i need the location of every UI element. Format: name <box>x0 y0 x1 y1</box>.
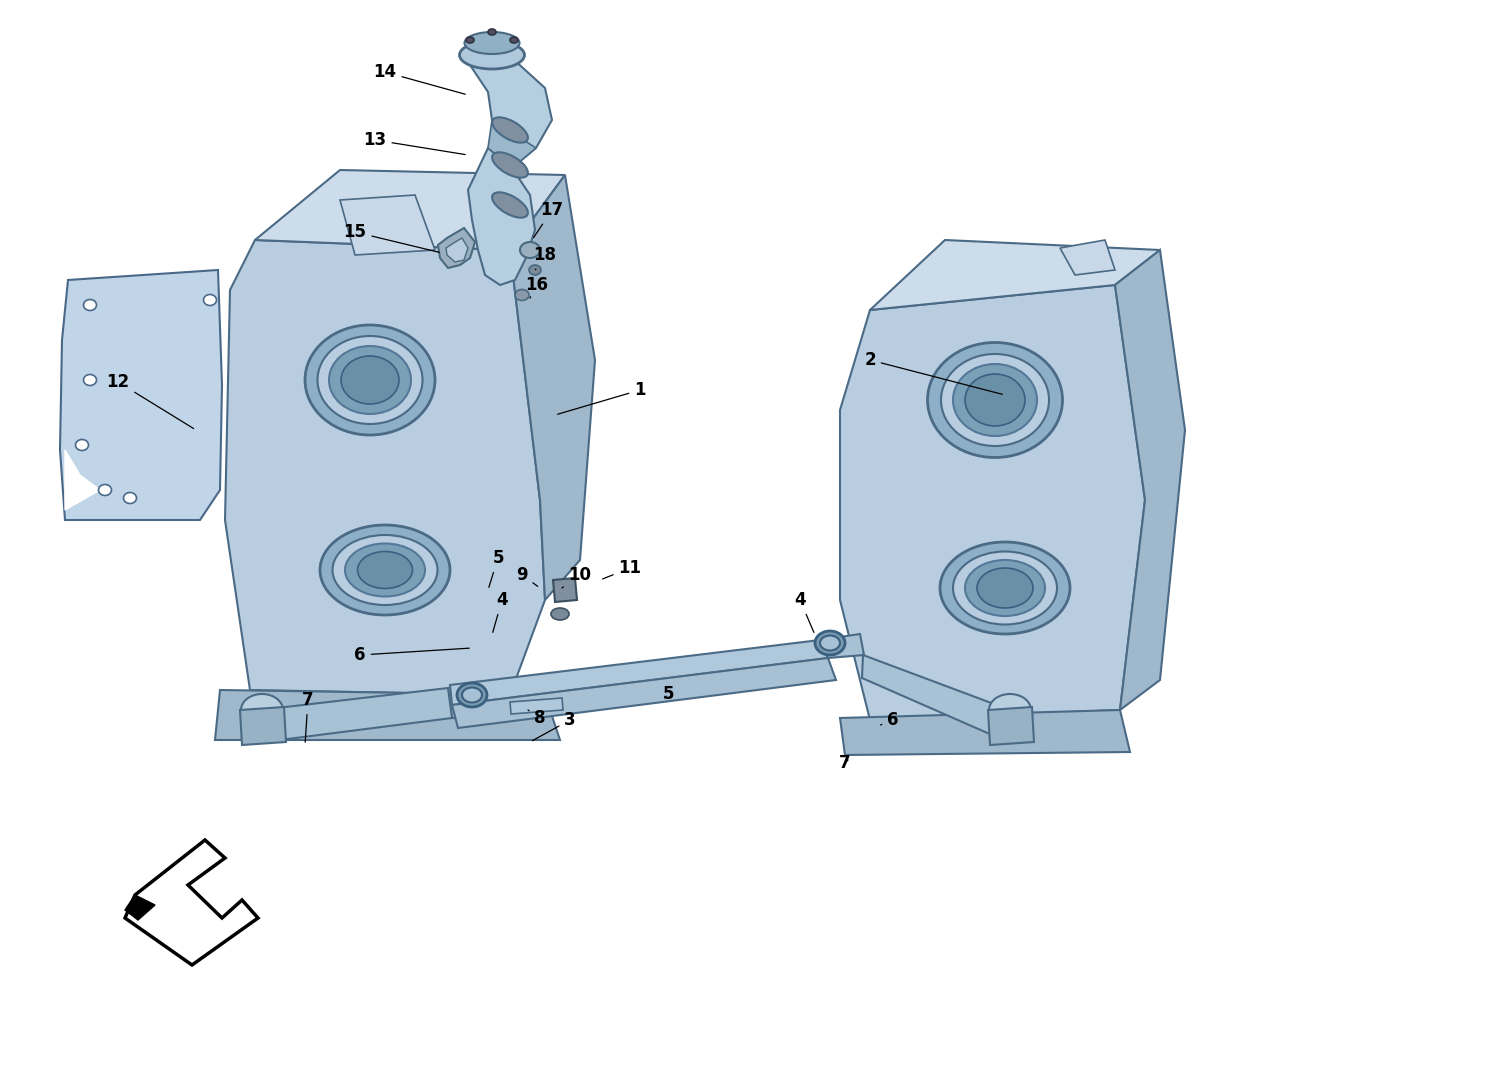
Polygon shape <box>988 707 1033 745</box>
Polygon shape <box>862 654 1010 742</box>
Ellipse shape <box>488 29 496 35</box>
Ellipse shape <box>304 325 435 435</box>
Text: 2: 2 <box>864 351 1002 394</box>
Polygon shape <box>438 228 476 268</box>
Ellipse shape <box>821 636 840 650</box>
Text: 6: 6 <box>880 711 898 729</box>
Ellipse shape <box>345 543 424 597</box>
Ellipse shape <box>514 290 529 301</box>
Ellipse shape <box>328 346 411 414</box>
Polygon shape <box>510 698 562 714</box>
Polygon shape <box>446 238 468 262</box>
Ellipse shape <box>204 294 216 306</box>
Polygon shape <box>64 450 101 510</box>
Ellipse shape <box>462 687 482 702</box>
Ellipse shape <box>815 631 844 654</box>
Text: 1: 1 <box>558 381 645 414</box>
Text: 7: 7 <box>302 692 313 743</box>
Polygon shape <box>448 688 509 720</box>
Text: 5: 5 <box>663 685 674 703</box>
Ellipse shape <box>466 37 474 42</box>
Polygon shape <box>510 175 596 600</box>
Polygon shape <box>840 710 1130 755</box>
Polygon shape <box>60 270 222 521</box>
Text: 5: 5 <box>489 549 504 587</box>
Ellipse shape <box>84 299 96 310</box>
Polygon shape <box>260 688 452 742</box>
Polygon shape <box>1060 240 1114 276</box>
Polygon shape <box>214 690 560 741</box>
Ellipse shape <box>520 242 540 258</box>
Ellipse shape <box>988 694 1030 726</box>
Ellipse shape <box>123 492 136 503</box>
Text: 7: 7 <box>839 754 850 772</box>
Polygon shape <box>468 58 552 168</box>
Ellipse shape <box>75 440 88 451</box>
Polygon shape <box>821 634 864 658</box>
Polygon shape <box>124 895 154 920</box>
Ellipse shape <box>340 356 399 404</box>
Polygon shape <box>450 640 828 705</box>
Ellipse shape <box>318 337 423 424</box>
Polygon shape <box>840 285 1144 720</box>
Text: 17: 17 <box>534 201 564 237</box>
Text: 13: 13 <box>363 131 465 155</box>
Polygon shape <box>225 240 544 695</box>
Polygon shape <box>554 578 578 602</box>
Text: 3: 3 <box>532 711 576 741</box>
Text: 4: 4 <box>794 591 814 633</box>
Text: 10: 10 <box>562 566 591 588</box>
Ellipse shape <box>458 683 488 707</box>
Text: 6: 6 <box>354 646 470 664</box>
Text: 9: 9 <box>516 566 537 586</box>
Ellipse shape <box>510 37 518 42</box>
Text: 16: 16 <box>525 276 549 298</box>
Text: 4: 4 <box>494 591 508 633</box>
Ellipse shape <box>465 32 519 54</box>
Ellipse shape <box>988 710 1030 742</box>
Ellipse shape <box>964 560 1046 616</box>
Ellipse shape <box>492 193 528 218</box>
Polygon shape <box>488 120 536 168</box>
Ellipse shape <box>459 41 525 69</box>
Ellipse shape <box>84 375 96 386</box>
Text: 11: 11 <box>603 559 642 579</box>
Text: 15: 15 <box>344 223 439 253</box>
Ellipse shape <box>940 354 1048 446</box>
Ellipse shape <box>242 694 284 726</box>
Ellipse shape <box>530 265 542 276</box>
Ellipse shape <box>320 525 450 615</box>
Ellipse shape <box>964 374 1024 426</box>
Text: 8: 8 <box>528 709 546 727</box>
Ellipse shape <box>952 551 1058 624</box>
Text: 12: 12 <box>106 374 194 429</box>
Ellipse shape <box>99 485 111 495</box>
Polygon shape <box>1114 250 1185 710</box>
Polygon shape <box>124 840 258 965</box>
Text: 14: 14 <box>374 63 465 95</box>
Text: 18: 18 <box>534 246 556 270</box>
Ellipse shape <box>492 118 528 143</box>
Ellipse shape <box>927 343 1062 457</box>
Polygon shape <box>240 707 286 745</box>
Ellipse shape <box>357 551 413 588</box>
Ellipse shape <box>952 364 1036 436</box>
Ellipse shape <box>550 608 568 620</box>
Ellipse shape <box>976 568 1034 608</box>
Ellipse shape <box>242 710 284 742</box>
Polygon shape <box>255 170 566 250</box>
Polygon shape <box>452 658 836 729</box>
Ellipse shape <box>940 542 1070 634</box>
Polygon shape <box>340 195 435 255</box>
Polygon shape <box>870 240 1160 310</box>
Polygon shape <box>468 148 536 285</box>
Ellipse shape <box>492 152 528 178</box>
Ellipse shape <box>333 535 438 605</box>
